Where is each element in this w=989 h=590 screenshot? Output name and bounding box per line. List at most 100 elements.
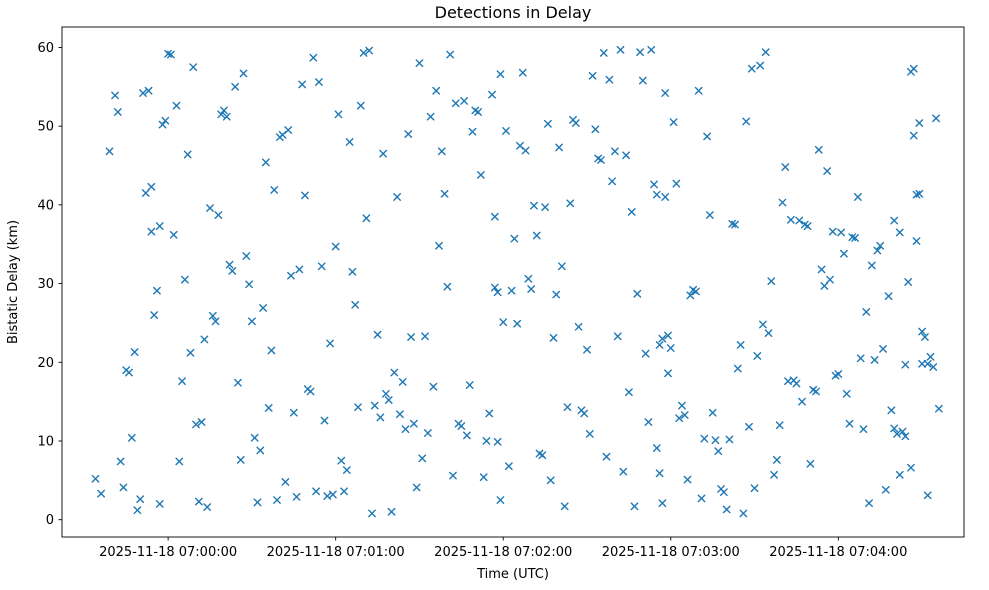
data-point-marker <box>736 341 745 349</box>
x-tick-label: 2025-11-18 07:01:00 <box>267 545 405 560</box>
data-point-marker <box>468 127 477 136</box>
data-point-marker <box>652 444 661 452</box>
data-point-marker <box>415 59 424 68</box>
data-point-marker <box>694 86 703 95</box>
data-point-marker <box>113 108 122 116</box>
data-point-marker <box>111 91 119 100</box>
data-point-marker <box>245 280 254 289</box>
data-point-marker <box>261 158 270 167</box>
data-point-marker <box>127 433 136 442</box>
data-point-marker <box>306 387 315 396</box>
data-point-marker <box>91 474 100 483</box>
data-point-marker <box>370 401 379 410</box>
data-point-marker <box>580 409 589 418</box>
data-point-marker <box>781 163 790 171</box>
data-point-marker <box>588 71 597 80</box>
data-point-marker <box>373 330 382 339</box>
data-point-marker <box>798 397 806 406</box>
data-point-marker <box>764 329 773 338</box>
y-axis-ticks: 0 10 20 30 40 50 60 <box>37 41 62 528</box>
data-point-marker <box>298 80 307 89</box>
data-point-marker <box>150 311 159 319</box>
data-point-marker <box>918 359 927 368</box>
data-point-marker <box>756 61 765 70</box>
data-point-marker <box>446 50 455 59</box>
scatter-points <box>91 45 943 518</box>
data-point-marker <box>638 76 647 85</box>
data-point-marker <box>915 119 924 127</box>
data-point-marker <box>368 509 376 518</box>
data-point-marker <box>264 404 273 412</box>
data-point-marker <box>141 189 150 197</box>
data-point-marker <box>772 455 781 464</box>
data-point-marker <box>236 455 245 464</box>
data-point-marker <box>203 503 212 511</box>
data-point-marker <box>714 447 723 456</box>
data-point-marker <box>633 289 642 298</box>
data-point-marker <box>317 262 326 271</box>
data-point-marker <box>496 496 505 504</box>
data-point-marker <box>186 348 195 357</box>
data-point-marker <box>256 446 265 455</box>
y-tick-label: 0 <box>46 513 54 528</box>
data-point-marker <box>270 186 279 194</box>
data-point-marker <box>228 267 237 275</box>
data-point-marker <box>753 352 762 360</box>
data-point-marker <box>463 431 471 440</box>
data-point-marker <box>206 204 214 212</box>
data-point-marker <box>457 422 466 430</box>
data-point-marker <box>803 222 812 231</box>
data-point-marker <box>926 352 935 361</box>
data-point-marker <box>379 149 388 158</box>
data-point-marker <box>893 429 901 438</box>
data-point-marker <box>557 262 566 271</box>
data-point-marker <box>745 422 753 431</box>
data-point-marker <box>669 118 678 127</box>
data-point-marker <box>217 110 226 119</box>
x-tick-label: 2025-11-18 07:02:00 <box>434 545 572 560</box>
data-point-marker <box>281 478 290 486</box>
data-point-marker <box>583 345 591 354</box>
data-point-marker <box>340 487 348 496</box>
data-point-marker <box>675 414 684 423</box>
data-point-marker <box>608 177 617 186</box>
y-tick-label: 20 <box>37 356 54 371</box>
data-point-marker <box>502 126 510 135</box>
x-tick-label: 2025-11-18 07:04:00 <box>769 545 907 560</box>
data-point-marker <box>666 344 675 353</box>
data-point-marker <box>250 433 259 442</box>
data-point-marker <box>488 90 496 99</box>
data-point-marker <box>705 211 714 220</box>
data-point-marker <box>139 89 147 98</box>
y-tick-label: 40 <box>37 198 54 213</box>
data-point-marker <box>655 469 664 478</box>
data-point-marker <box>664 331 672 340</box>
data-point-marker <box>97 489 105 498</box>
data-point-marker <box>365 46 374 55</box>
data-point-marker <box>870 356 879 364</box>
data-point-marker <box>194 497 203 506</box>
data-point-marker <box>490 283 499 292</box>
data-point-marker <box>929 363 938 371</box>
data-point-marker <box>231 82 240 91</box>
data-point-marker <box>169 230 178 239</box>
data-point-marker <box>147 182 156 191</box>
data-point-marker <box>661 193 670 201</box>
data-point-marker <box>571 119 580 127</box>
data-point-marker <box>197 418 206 426</box>
data-point-marker <box>208 311 217 320</box>
data-point-marker <box>703 132 711 141</box>
data-point-marker <box>619 467 628 476</box>
data-point-marker <box>513 319 522 328</box>
data-point-marker <box>426 112 435 121</box>
x-axis-label: Time (UTC) <box>476 567 549 582</box>
data-point-marker <box>616 45 625 54</box>
data-point-marker <box>476 171 485 179</box>
data-point-marker <box>555 143 563 152</box>
data-point-marker <box>189 63 198 72</box>
data-point-marker <box>490 212 499 221</box>
data-point-marker <box>493 437 502 446</box>
data-point-marker <box>253 498 262 507</box>
data-point-marker <box>396 410 404 419</box>
